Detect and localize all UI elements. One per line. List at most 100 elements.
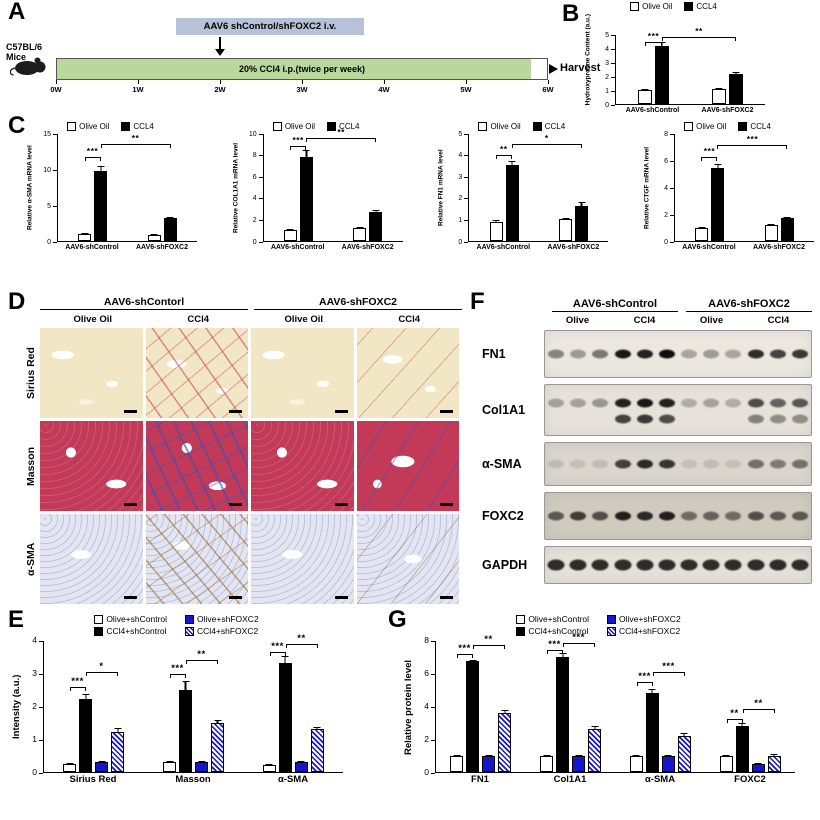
column-headers: Olive Oil CCl4 Olive Oil CCl4 (40, 312, 462, 328)
mouse-strain-label: C57BL/6 Mice (6, 42, 43, 62)
fn1-mrna-chart: Olive Oil CCL4 Relative FN1 mRNA level 0 1 2 3… (435, 122, 609, 252)
histology-image-masson-norm (40, 421, 143, 511)
white-swatch (478, 122, 488, 131)
sig-bracket (701, 156, 718, 161)
column-group-header: AAV6-shFOXC2 (254, 296, 462, 310)
sig-stars: ** (730, 707, 739, 719)
y-tick (39, 706, 43, 708)
sig-stars: ** (197, 649, 206, 661)
sig-stars: *** (86, 146, 99, 157)
y-tick-label: 2 (32, 701, 37, 711)
protein-band-secondary (769, 414, 786, 424)
column-group-headers: AAV6-shContorl AAV6-shFOXC2 (40, 296, 462, 310)
y-tick-label: 0 (664, 238, 668, 246)
y-tick (431, 706, 435, 708)
protein-band (636, 559, 654, 571)
x-category-label: AAV6-shControl (65, 244, 119, 251)
scale-bar (123, 410, 137, 413)
blot-image (544, 330, 812, 378)
protein-band (614, 398, 631, 408)
error-bar (81, 232, 89, 235)
error-bar (166, 761, 173, 764)
chart-main: Relative COL1A1 mRNA level 0 2 4 6 8 10 *** ** (230, 128, 403, 246)
legend-item: Olive+shFOXC2 (185, 614, 259, 624)
error-bar (114, 728, 122, 734)
x-category-label: α-SMA (277, 774, 309, 785)
error-bar (754, 762, 762, 765)
error-bar (198, 761, 205, 764)
error-bar (722, 754, 730, 757)
legend-label: CCL4 (696, 2, 717, 11)
protein-band (703, 459, 720, 469)
histology-image-sirius-mild (356, 328, 459, 418)
legend-item: CCL4 (684, 2, 717, 11)
legend-label: CCl4+shFOXC2 (619, 626, 681, 636)
y-tick-label: 15 (43, 130, 51, 138)
error-bar (265, 764, 273, 767)
sig-stars: *** (292, 134, 304, 145)
week-tick (548, 80, 549, 84)
error-bar (562, 218, 570, 221)
y-tick-label: 3 (32, 668, 37, 678)
y-tick (431, 739, 435, 741)
error-bar (182, 680, 189, 691)
week-tick (384, 80, 385, 84)
scale-bar (334, 596, 348, 599)
histology-image-sirius-norm (251, 328, 354, 418)
bar (572, 754, 586, 772)
protein-band (614, 511, 631, 521)
y-tick (611, 104, 615, 106)
sig-bracket (85, 672, 118, 677)
error-bar (767, 223, 775, 226)
protein-label: FOXC2 (482, 509, 524, 523)
bar (637, 89, 652, 105)
bar (556, 652, 570, 772)
error-bar (214, 719, 221, 724)
bar (540, 754, 554, 772)
bar (645, 688, 659, 772)
x-axis-labels: AAV6-shControl AAV6-shFOXC2 (674, 244, 814, 252)
sig-stars: ** (484, 634, 493, 646)
legend-item: CCL4 (327, 122, 360, 131)
y-axis-label: Intensity (a.u.) (10, 674, 22, 740)
y-tick-label: 2 (424, 734, 429, 744)
bar (498, 710, 512, 772)
error-bar (698, 226, 706, 229)
blot-row: GAPDH (482, 546, 812, 584)
y-tick-label: 0 (605, 101, 609, 109)
sig-stars: *** (271, 640, 284, 652)
sig-bracket (495, 154, 512, 159)
chart-main: Intensity (a.u.) 0 1 2 3 4 *** * *** ** *** ** (10, 634, 343, 776)
blot-image (544, 492, 812, 540)
bar (629, 754, 643, 772)
legend-item: CCl4+shControl (516, 626, 589, 636)
plot-area: *** *** (673, 134, 814, 242)
error-bar (356, 227, 364, 230)
x-category-label: AAV6-shFOXC2 (341, 244, 394, 251)
error-bar (492, 220, 500, 223)
legend-item: Olive Oil (478, 122, 521, 131)
y-tick (53, 169, 57, 171)
black-swatch (532, 122, 542, 131)
protein-band (769, 398, 786, 408)
legend-label: CCL4 (750, 122, 771, 131)
protein-band (636, 398, 653, 408)
bar (654, 42, 669, 105)
histology-image-masson-mild (356, 421, 459, 511)
protein-band (747, 459, 764, 469)
y-axis: 0 5 10 15 (37, 130, 57, 246)
plot-area: *** ** *** *** *** *** ** ** (435, 633, 795, 773)
black-swatch (121, 122, 131, 131)
sig-stars: *** (171, 663, 184, 674)
week-label: 2W (214, 85, 226, 94)
y-tick (611, 34, 615, 36)
bar (95, 761, 109, 772)
legend-label: CCL4 (133, 122, 154, 131)
protein-band (747, 398, 764, 408)
column-group-header: AAV6-shFOXC2 (686, 298, 812, 312)
y-axis: 0 2 4 6 8 (415, 636, 435, 776)
protein-band-secondary (747, 414, 764, 424)
protein-band (725, 511, 742, 521)
stain-row-label: Masson (25, 446, 37, 486)
y-tick-label: 5 (47, 202, 51, 210)
